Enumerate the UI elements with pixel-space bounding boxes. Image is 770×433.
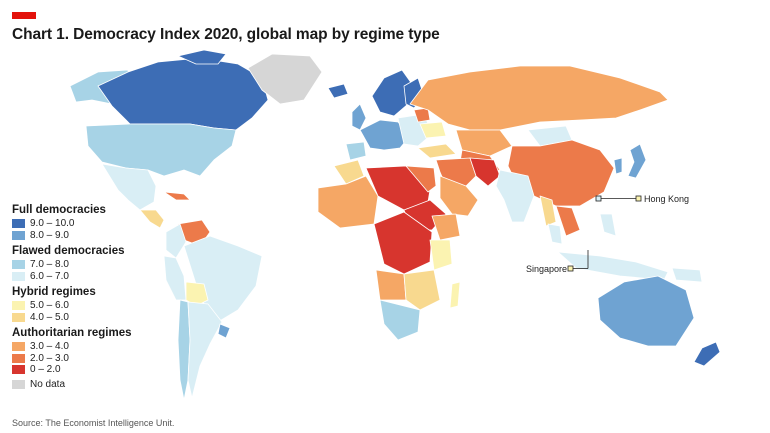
region-myanmar (539, 195, 557, 227)
legend-item: 7.0 – 8.0 (12, 259, 162, 271)
hong-kong-label: Hong Kong (644, 194, 689, 204)
legend-swatch (12, 379, 25, 389)
region-argentina (187, 301, 223, 399)
region-madagascar (449, 281, 461, 309)
legend-group-title: Authoritarian regimes (12, 327, 132, 339)
singapore-callout: Singapore (526, 250, 589, 274)
region-ukraine (419, 121, 447, 139)
legend-swatch (12, 312, 25, 322)
region-east-africa (429, 239, 453, 271)
accent-bar (12, 12, 36, 19)
region-cuba (163, 191, 191, 201)
legend-label: 8.0 – 9.0 (30, 229, 69, 241)
hong-kong-marker (595, 195, 602, 202)
legend-swatch (12, 301, 25, 311)
region-indonesia (557, 251, 669, 281)
region-greenland (247, 53, 323, 105)
region-egypt (405, 165, 437, 193)
region-iceland (327, 83, 349, 99)
legend-item: 3.0 – 4.0 (12, 341, 162, 353)
region-south-asia (495, 169, 535, 223)
legend-swatch (12, 219, 25, 229)
region-central-america (139, 209, 165, 229)
legend-group-hybrid: Hybrid regimes 5.0 – 6.0 4.0 – 5.0 (12, 285, 162, 323)
region-angola (375, 269, 407, 301)
region-philippines (599, 213, 617, 237)
legend-item: 2.0 – 3.0 (12, 353, 162, 365)
region-usa (85, 123, 237, 177)
legend-label: 0 – 2.0 (30, 364, 61, 376)
legend-label: 7.0 – 8.0 (30, 259, 69, 271)
region-vietnam-laos (555, 205, 581, 237)
legend-label: 9.0 – 10.0 (30, 218, 75, 230)
legend-label: 5.0 – 6.0 (30, 300, 69, 312)
legend-label: 2.0 – 3.0 (30, 352, 69, 364)
legend-swatch (12, 353, 25, 363)
chart-title: Chart 1. Democracy Index 2020, global ma… (12, 26, 440, 43)
region-australia (597, 275, 695, 347)
region-ethiopia (431, 213, 461, 241)
legend-label: 4.0 – 5.0 (30, 311, 69, 323)
legend: Full democracies 9.0 – 10.0 8.0 – 9.0 Fl… (12, 203, 162, 390)
legend-group-authoritarian: Authoritarian regimes 3.0 – 4.0 2.0 – 3.… (12, 326, 162, 376)
source-note: Source: The Economist Intelligence Unit. (12, 418, 175, 428)
region-peru (163, 255, 187, 301)
legend-label: No data (30, 378, 66, 390)
region-thailand (547, 223, 563, 245)
legend-item: 8.0 – 9.0 (12, 230, 162, 242)
region-central-africa (373, 211, 433, 275)
region-iran (469, 157, 501, 187)
legend-label: 3.0 – 4.0 (30, 341, 69, 353)
region-morocco (333, 159, 365, 185)
region-mexico (101, 163, 157, 211)
legend-item: 4.0 – 5.0 (12, 312, 162, 324)
region-papua (671, 267, 703, 283)
region-russia (409, 65, 669, 131)
region-arabia (439, 175, 479, 217)
legend-item: 9.0 – 10.0 (12, 218, 162, 230)
legend-group-title: Flawed democracies (12, 245, 125, 257)
hong-kong-callout: Hong Kong (595, 194, 689, 204)
hong-kong-box (635, 195, 642, 202)
region-kazakhstan (455, 129, 513, 157)
region-korea (613, 157, 623, 175)
region-uk (351, 103, 367, 131)
region-new-zealand (693, 341, 721, 367)
legend-item: 5.0 – 6.0 (12, 300, 162, 312)
region-turkey (417, 143, 457, 159)
region-southern-africa (379, 299, 421, 341)
singapore-box (567, 265, 574, 272)
legend-label: 6.0 – 7.0 (30, 270, 69, 282)
legend-swatch (12, 342, 25, 352)
legend-group-full: Full democracies 9.0 – 10.0 8.0 – 9.0 (12, 203, 162, 241)
region-western-africa (317, 175, 379, 229)
region-japan (627, 143, 647, 179)
legend-swatch (12, 260, 25, 270)
legend-swatch (12, 230, 25, 240)
legend-swatch (12, 365, 25, 375)
legend-group-title: Hybrid regimes (12, 286, 96, 298)
singapore-label: Singapore (526, 264, 567, 274)
legend-item: 6.0 – 7.0 (12, 271, 162, 283)
region-chile (177, 299, 191, 401)
region-southeast-africa (403, 269, 441, 311)
region-iberia (345, 141, 367, 161)
legend-group-flawed: Flawed democracies 7.0 – 8.0 6.0 – 7.0 (12, 244, 162, 282)
region-canada-islands (177, 49, 227, 65)
legend-item-no-data: No data (12, 379, 162, 390)
region-uruguay (217, 323, 231, 339)
legend-item: 0 – 2.0 (12, 364, 162, 376)
legend-swatch (12, 271, 25, 281)
region-colombia (165, 223, 187, 259)
legend-group-title: Full democracies (12, 204, 106, 216)
region-canada (97, 57, 269, 131)
